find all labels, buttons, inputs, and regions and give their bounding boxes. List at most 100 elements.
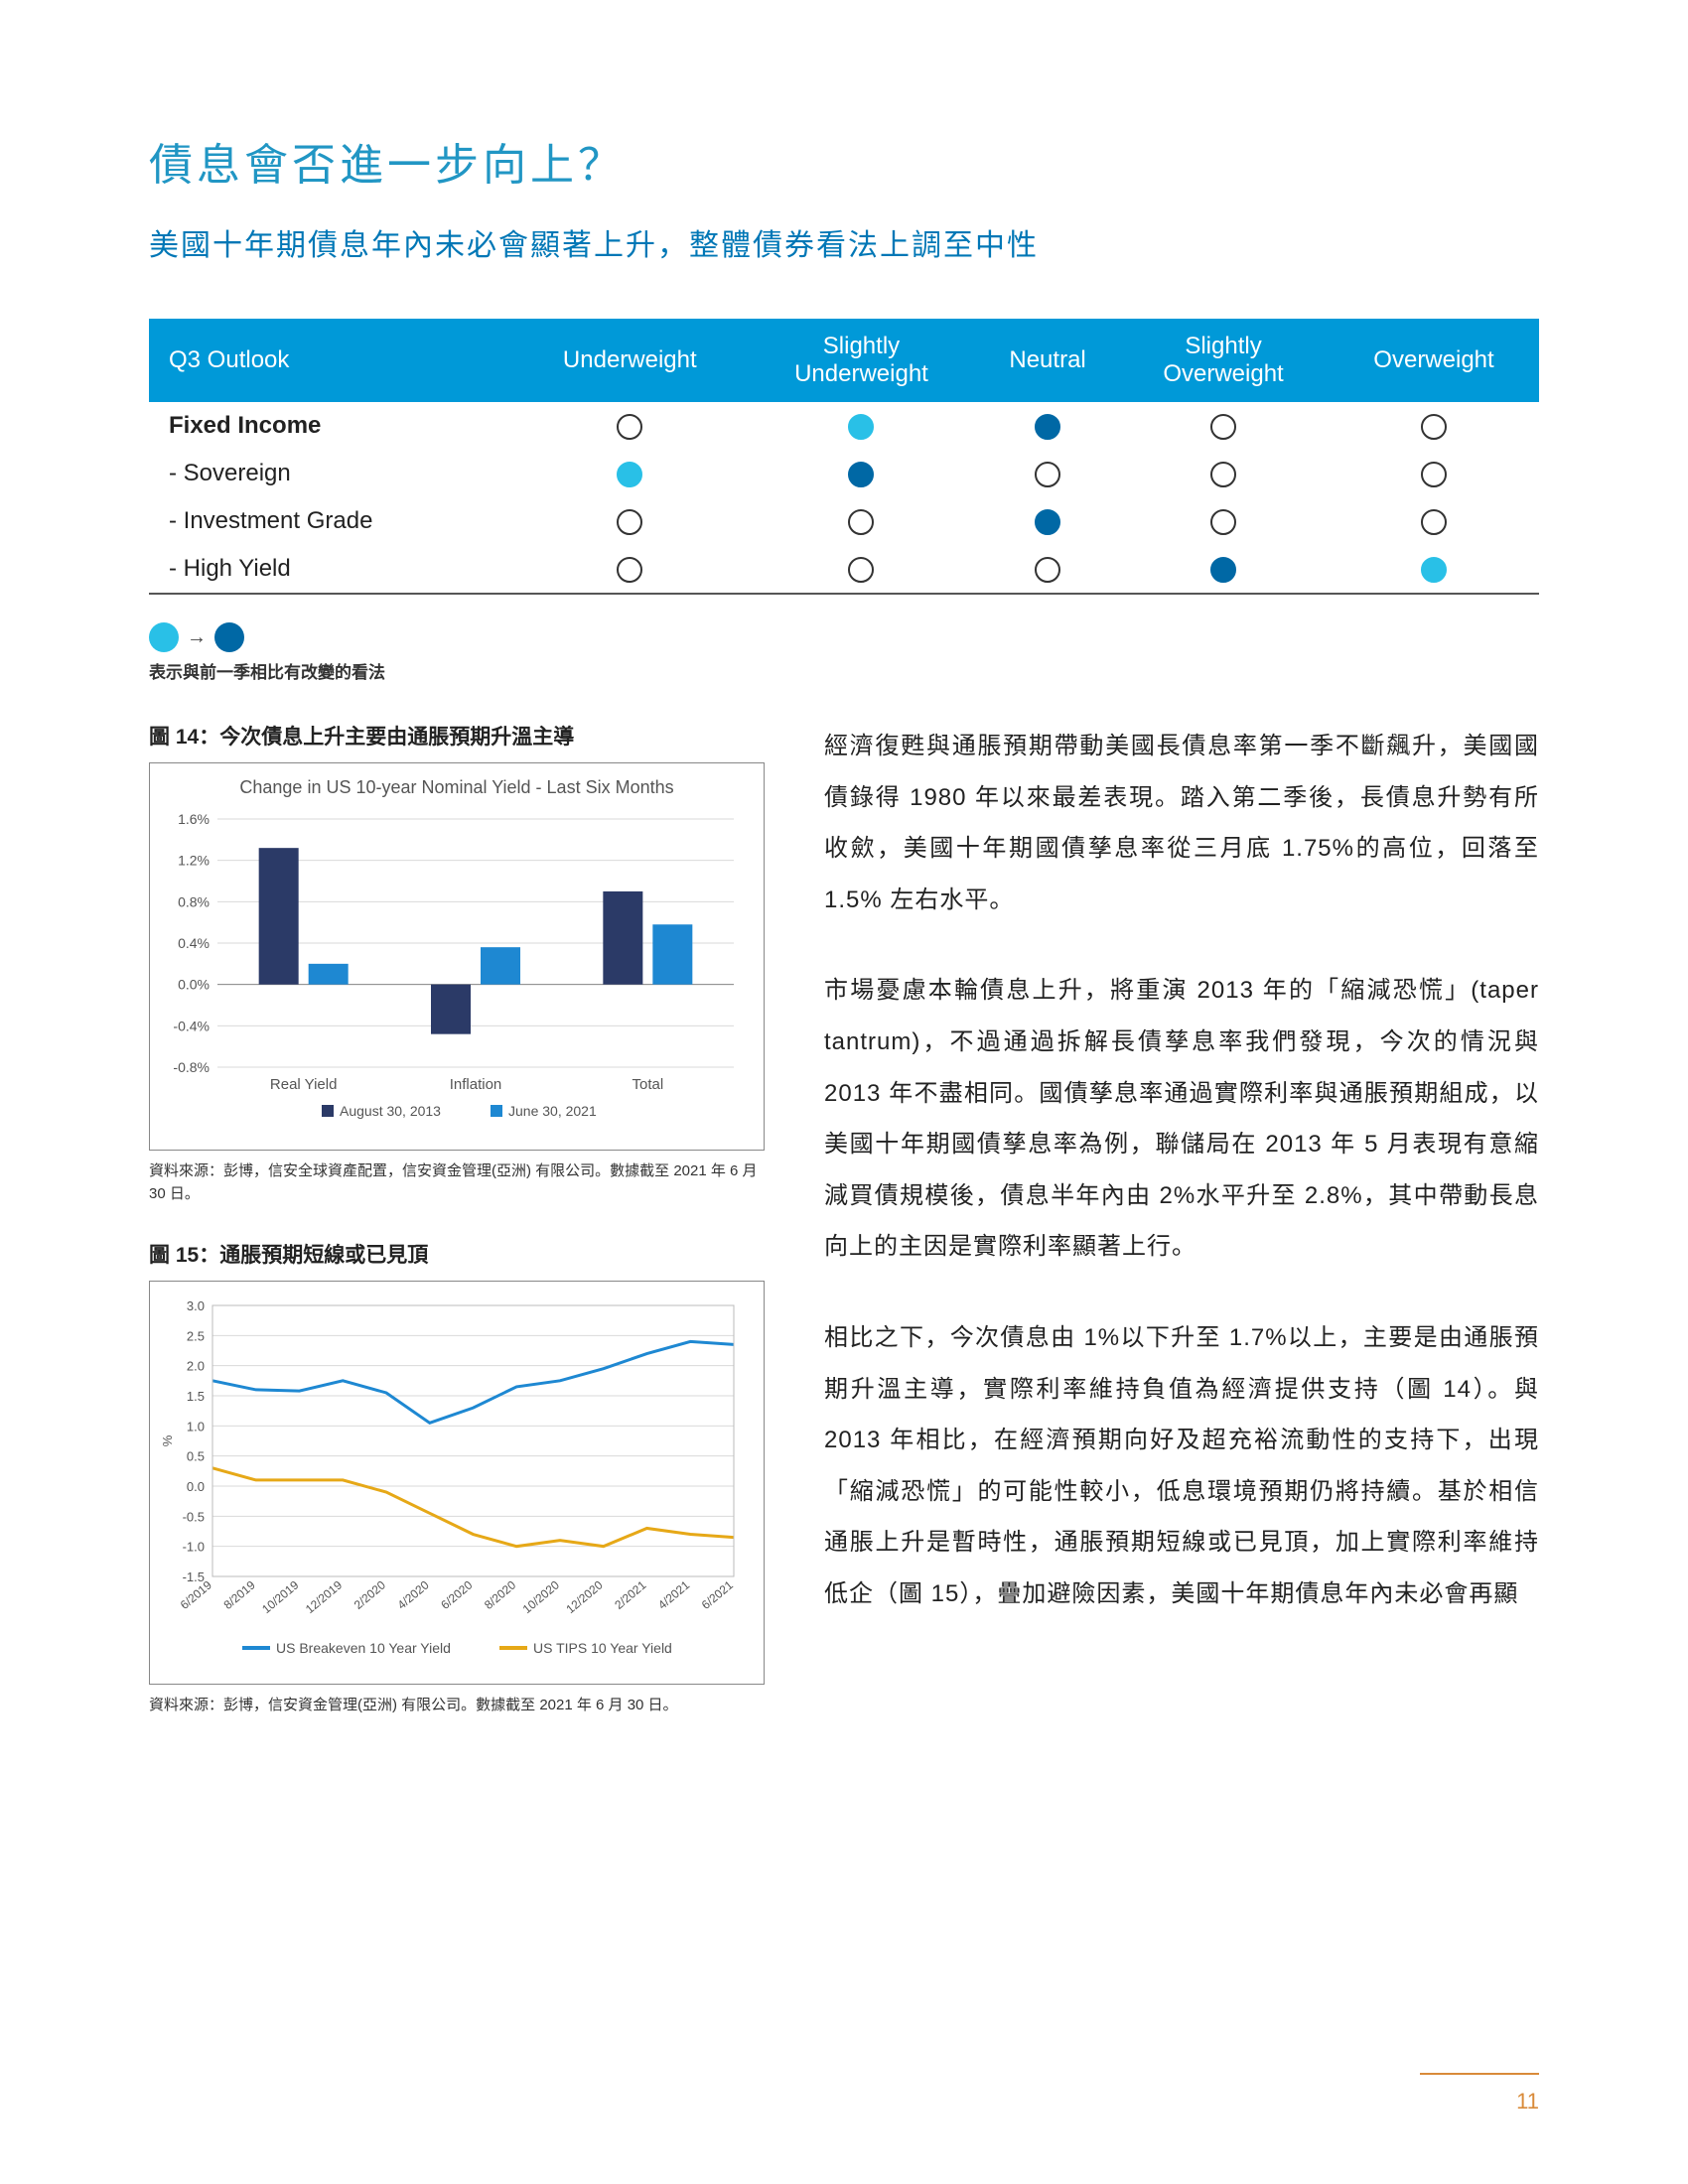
svg-text:0.0%: 0.0%	[178, 977, 210, 993]
svg-text:0.0: 0.0	[187, 1479, 205, 1494]
svg-text:1.6%: 1.6%	[178, 811, 210, 827]
svg-text:-1.0: -1.0	[183, 1540, 205, 1555]
page-footer-rule	[1420, 2073, 1539, 2075]
row-cell	[746, 450, 977, 497]
page-title-main: 債息會否進一步向上？	[149, 129, 1539, 193]
row-cell	[977, 402, 1118, 450]
row-cell	[746, 545, 977, 594]
empty-circle-icon	[617, 557, 642, 583]
row-label: - High Yield	[149, 545, 514, 594]
paragraph-1: 經濟復甦與通脹預期帶動美國長債息率第一季不斷飆升，美國國債錄得 1980 年以來…	[824, 721, 1539, 925]
table-header: Q3 Outlook	[149, 319, 514, 402]
row-label: - Sovereign	[149, 450, 514, 497]
empty-circle-icon	[1210, 509, 1236, 535]
empty-circle-icon	[848, 509, 874, 535]
row-cell	[1329, 450, 1539, 497]
svg-text:1.0: 1.0	[187, 1420, 205, 1434]
empty-circle-icon	[848, 557, 874, 583]
svg-text:-0.8%: -0.8%	[173, 1059, 210, 1075]
table-header: Underweight	[514, 319, 746, 402]
paragraph-2: 市場憂慮本輪債息上升，將重演 2013 年的「縮減恐慌」(taper tantr…	[824, 965, 1539, 1273]
svg-text:12/2019: 12/2019	[303, 1578, 345, 1617]
legend-dot-light	[149, 622, 179, 652]
empty-circle-icon	[1035, 557, 1060, 583]
empty-circle-icon	[1210, 414, 1236, 440]
svg-text:4/2020: 4/2020	[395, 1578, 432, 1613]
svg-text:10/2020: 10/2020	[520, 1578, 562, 1617]
row-label: Fixed Income	[149, 402, 514, 450]
filled-circle-icon	[848, 462, 874, 487]
row-cell	[977, 497, 1118, 545]
legend-arrow-icon: →	[187, 626, 207, 649]
row-cell	[746, 497, 977, 545]
svg-text:Inflation: Inflation	[450, 1076, 502, 1093]
chart14-inner-title: Change in US 10-year Nominal Yield - Las…	[158, 775, 756, 799]
svg-text:US TIPS 10 Year Yield: US TIPS 10 Year Yield	[533, 1640, 672, 1656]
filled-circle-icon	[617, 462, 642, 487]
table-row: - Investment Grade	[149, 497, 1539, 545]
paragraph-3: 相比之下，今次債息由 1%以下升至 1.7%以上，主要是由通脹預期升溫主導，實際…	[824, 1312, 1539, 1620]
empty-circle-icon	[1035, 462, 1060, 487]
row-label: - Investment Grade	[149, 497, 514, 545]
row-cell	[514, 450, 746, 497]
svg-text:3.0: 3.0	[187, 1298, 205, 1313]
empty-circle-icon	[1210, 462, 1236, 487]
svg-text:0.5: 0.5	[187, 1449, 205, 1464]
chart14-svg: -0.8% -0.4% 0.0% 0.4% 0.8% 1.2% 1.6% Real Yield…	[158, 809, 744, 1137]
table-header: SlightlyOverweight	[1118, 319, 1329, 402]
svg-text:US Breakeven 10 Year Yield: US Breakeven 10 Year Yield	[276, 1640, 451, 1656]
outlook-table: Q3 OutlookUnderweightSlightlyUnderweight…	[149, 319, 1539, 595]
row-cell	[1329, 497, 1539, 545]
svg-text:Real Yield: Real Yield	[270, 1076, 338, 1093]
row-cell	[514, 402, 746, 450]
empty-circle-icon	[1421, 414, 1447, 440]
svg-text:12/2020: 12/2020	[563, 1578, 605, 1617]
row-cell	[1329, 402, 1539, 450]
row-cell	[977, 450, 1118, 497]
table-header: Neutral	[977, 319, 1118, 402]
empty-circle-icon	[1421, 462, 1447, 487]
row-cell	[514, 497, 746, 545]
table-header: Overweight	[1329, 319, 1539, 402]
chart15-source: 資料來源：彭博，信安資金管理(亞洲) 有限公司。數據截至 2021 年 6 月 …	[149, 1695, 765, 1717]
svg-text:-0.5: -0.5	[183, 1510, 205, 1525]
svg-text:August 30, 2013: August 30, 2013	[340, 1103, 441, 1119]
filled-circle-icon	[848, 414, 874, 440]
svg-text:1.5: 1.5	[187, 1389, 205, 1404]
svg-text:6/2020: 6/2020	[438, 1578, 475, 1613]
chart14-box: Change in US 10-year Nominal Yield - Las…	[149, 762, 765, 1151]
svg-text:10/2019: 10/2019	[259, 1578, 301, 1617]
svg-text:8/2019: 8/2019	[221, 1578, 258, 1613]
svg-text:2.0: 2.0	[187, 1359, 205, 1374]
table-row: Fixed Income	[149, 402, 1539, 450]
svg-text:6/2021: 6/2021	[699, 1578, 736, 1613]
chart15-box: -1.5-1.0-0.50.00.51.01.52.02.53.0%6/2019…	[149, 1281, 765, 1685]
legend-change-row: →	[149, 622, 1539, 652]
svg-text:0.8%: 0.8%	[178, 894, 210, 910]
row-cell	[514, 545, 746, 594]
svg-text:4/2021: 4/2021	[655, 1578, 692, 1613]
svg-text:1.2%: 1.2%	[178, 853, 210, 869]
svg-text:2.5: 2.5	[187, 1329, 205, 1344]
filled-circle-icon	[1210, 557, 1236, 583]
body-text-column: 經濟復甦與通脹預期帶動美國長債息率第一季不斷飆升，美國國債錄得 1980 年以來…	[824, 721, 1539, 1717]
empty-circle-icon	[617, 509, 642, 535]
svg-text:-0.4%: -0.4%	[173, 1019, 210, 1034]
table-row: - High Yield	[149, 545, 1539, 594]
legend-dot-dark	[214, 622, 244, 652]
filled-circle-icon	[1421, 557, 1447, 583]
chart14-source: 資料來源：彭博，信安全球資產配置，信安資金管理(亞洲) 有限公司。數據截至 20…	[149, 1160, 765, 1205]
filled-circle-icon	[1035, 509, 1060, 535]
svg-text:8/2020: 8/2020	[482, 1578, 518, 1613]
empty-circle-icon	[617, 414, 642, 440]
svg-text:2/2020: 2/2020	[352, 1578, 388, 1613]
row-cell	[746, 402, 977, 450]
row-cell	[1118, 402, 1329, 450]
svg-text:%: %	[160, 1435, 175, 1447]
chart14-title: 圖 14：今次債息上升主要由通脹預期升溫主導	[149, 721, 765, 751]
chart15-svg: -1.5-1.0-0.50.00.51.01.52.02.53.0%6/2019…	[158, 1294, 744, 1671]
empty-circle-icon	[1421, 509, 1447, 535]
svg-text:0.4%: 0.4%	[178, 935, 210, 951]
filled-circle-icon	[1035, 414, 1060, 440]
chart15-title: 圖 15：通脹預期短線或已見頂	[149, 1239, 765, 1269]
